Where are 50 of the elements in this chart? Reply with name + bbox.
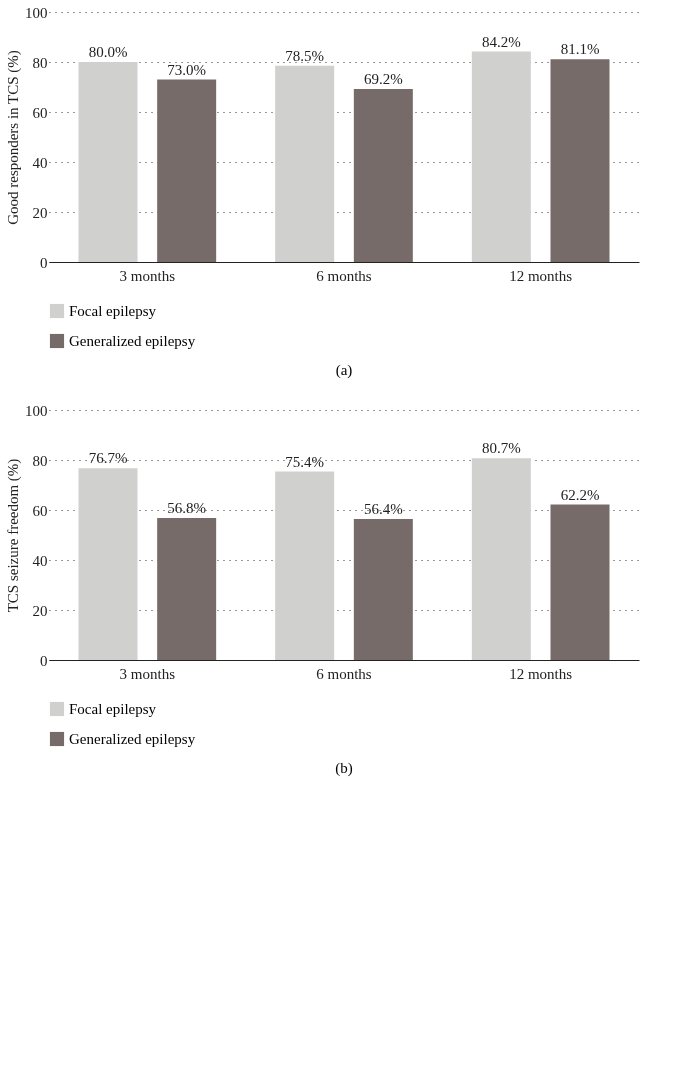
y-tick-label: 100: [25, 4, 48, 21]
bar: [550, 59, 610, 262]
y-tick-label: 100: [25, 402, 48, 419]
x-tick-label: 6 months: [316, 665, 372, 682]
bar: [353, 89, 413, 262]
data-label: 69.2%: [363, 71, 403, 87]
text: (b): [335, 760, 353, 777]
y-tick-label: 0: [40, 254, 48, 271]
data-label: 81.1%: [560, 41, 600, 58]
data-label: 78.5%: [285, 47, 325, 64]
bar: [275, 471, 335, 660]
data-label: 75.4%: [285, 453, 325, 470]
y-tick-label: 40: [32, 154, 48, 171]
y-tick-label: 20: [32, 602, 48, 619]
x-tick-label: 3 months: [119, 267, 176, 284]
data-label: 56.8%: [167, 500, 207, 516]
y-axis-title: Good responders in TCS (%): [5, 50, 22, 225]
data-label: 76.7%: [88, 450, 128, 467]
y-tick-label: 20: [32, 204, 48, 221]
y-tick-label: 60: [32, 104, 48, 121]
bar: [471, 458, 531, 660]
y-tick-label: 60: [32, 502, 48, 519]
legend-label: Generalized epilepsy: [69, 333, 196, 349]
data-label: 80.0%: [88, 44, 128, 60]
y-tick-label: 40: [32, 552, 48, 569]
x-tick-label: 12 months: [509, 665, 573, 682]
bar: [550, 504, 610, 660]
data-label: 73.0%: [167, 61, 207, 78]
text: (a): [335, 362, 353, 379]
x-tick-label: 12 months: [509, 267, 573, 284]
legend-label: Generalized epilepsy: [69, 731, 196, 747]
bar: [353, 519, 413, 660]
x-tick-label: 3 months: [119, 665, 176, 682]
data-label: 62.2%: [560, 486, 600, 503]
data-label: 84.2%: [481, 33, 521, 50]
y-tick-label: 80: [32, 54, 48, 71]
bar: [275, 65, 335, 262]
x-tick-label: 6 months: [316, 267, 372, 284]
bar: [471, 51, 531, 262]
legend-label: Focal epilepsy: [69, 701, 157, 717]
bar: [78, 62, 138, 262]
bar: [78, 468, 138, 660]
legend-label: Focal epilepsy: [69, 303, 157, 319]
bar: [157, 79, 217, 262]
data-label: 80.7%: [481, 440, 521, 457]
data-label: 56.4%: [363, 501, 403, 517]
y-tick-label: 80: [32, 452, 48, 469]
y-axis-title: TCS seizure freedom (%): [5, 458, 22, 613]
y-tick-label: 0: [40, 652, 48, 669]
bar: [157, 518, 217, 660]
